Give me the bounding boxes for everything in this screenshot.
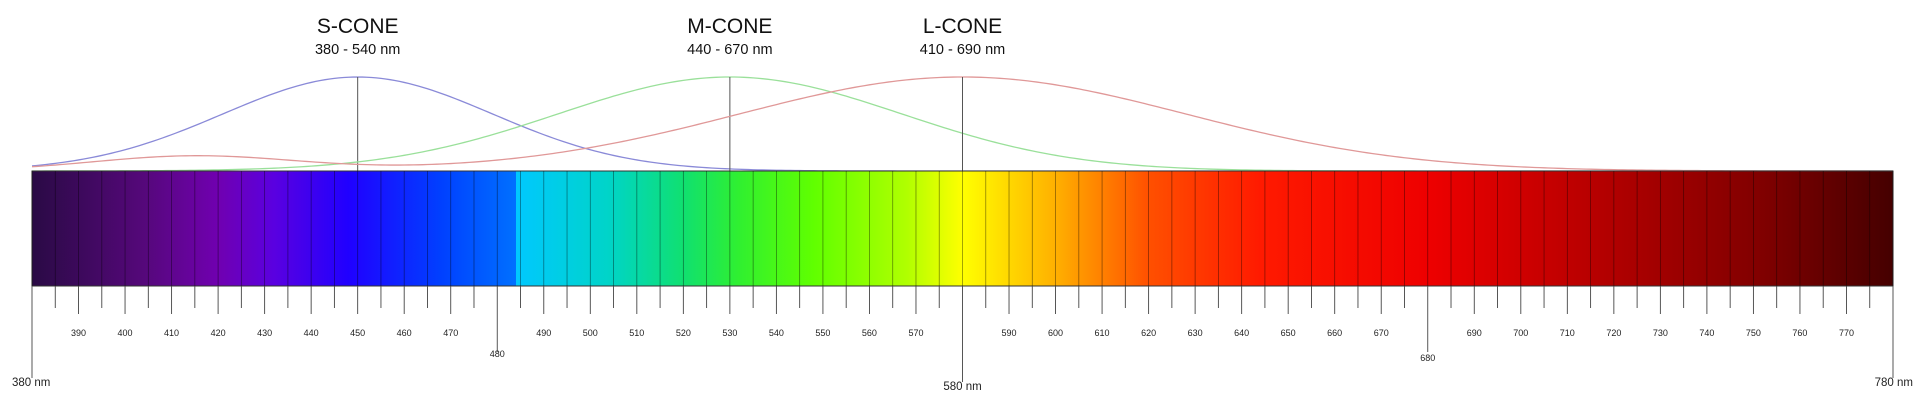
tick-label-710: 710 — [1560, 328, 1575, 338]
tick-label-740: 740 — [1699, 328, 1714, 338]
tick-label-680: 680 — [1420, 353, 1435, 363]
tick-label-460: 460 — [397, 328, 412, 338]
cone-name-l-cone: L-CONE — [923, 15, 1002, 38]
tick-label-500: 500 — [583, 328, 598, 338]
tick-label-600: 600 — [1048, 328, 1063, 338]
tick-label-440: 440 — [304, 328, 319, 338]
tick-label-700: 700 — [1513, 328, 1528, 338]
cone-range-s-cone: 380 - 540 nm — [315, 42, 400, 58]
tick-label-540: 540 — [769, 328, 784, 338]
tick-label-730: 730 — [1653, 328, 1668, 338]
tick-label-650: 650 — [1281, 328, 1296, 338]
cone-range-l-cone: 410 - 690 nm — [920, 42, 1005, 58]
tick-label-480: 480 — [490, 349, 505, 359]
tick-label-450: 450 — [350, 328, 365, 338]
tick-label-770: 770 — [1839, 328, 1854, 338]
tick-label-400: 400 — [118, 328, 133, 338]
tick-label-590: 590 — [1002, 328, 1017, 338]
tick-label-510: 510 — [629, 328, 644, 338]
end-label-780: 780 nm — [1875, 377, 1913, 389]
tick-label-520: 520 — [676, 328, 691, 338]
tick-label-570: 570 — [908, 328, 923, 338]
tick-label-760: 760 — [1792, 328, 1807, 338]
tick-label-560: 560 — [862, 328, 877, 338]
cone-range-m-cone: 440 - 670 nm — [687, 42, 772, 58]
end-label-580: 580 nm — [943, 381, 981, 393]
end-label-380: 380 nm — [12, 377, 50, 389]
tick-label-750: 750 — [1746, 328, 1761, 338]
tick-label-410: 410 — [164, 328, 179, 338]
tick-label-640: 640 — [1234, 328, 1249, 338]
tick-label-420: 420 — [211, 328, 226, 338]
tick-label-490: 490 — [536, 328, 551, 338]
tick-label-430: 430 — [257, 328, 272, 338]
tick-label-620: 620 — [1141, 328, 1156, 338]
tick-label-470: 470 — [443, 328, 458, 338]
tick-label-670: 670 — [1374, 328, 1389, 338]
cone-name-m-cone: M-CONE — [687, 15, 772, 38]
tick-label-530: 530 — [722, 328, 737, 338]
tick-label-660: 660 — [1327, 328, 1342, 338]
tick-label-720: 720 — [1606, 328, 1621, 338]
tick-label-630: 630 — [1188, 328, 1203, 338]
spectrum-band — [31, 170, 1894, 287]
tick-label-610: 610 — [1095, 328, 1110, 338]
cone-name-s-cone: S-CONE — [317, 15, 399, 38]
tick-label-690: 690 — [1467, 328, 1482, 338]
tick-label-550: 550 — [815, 328, 830, 338]
tick-label-390: 390 — [71, 328, 86, 338]
